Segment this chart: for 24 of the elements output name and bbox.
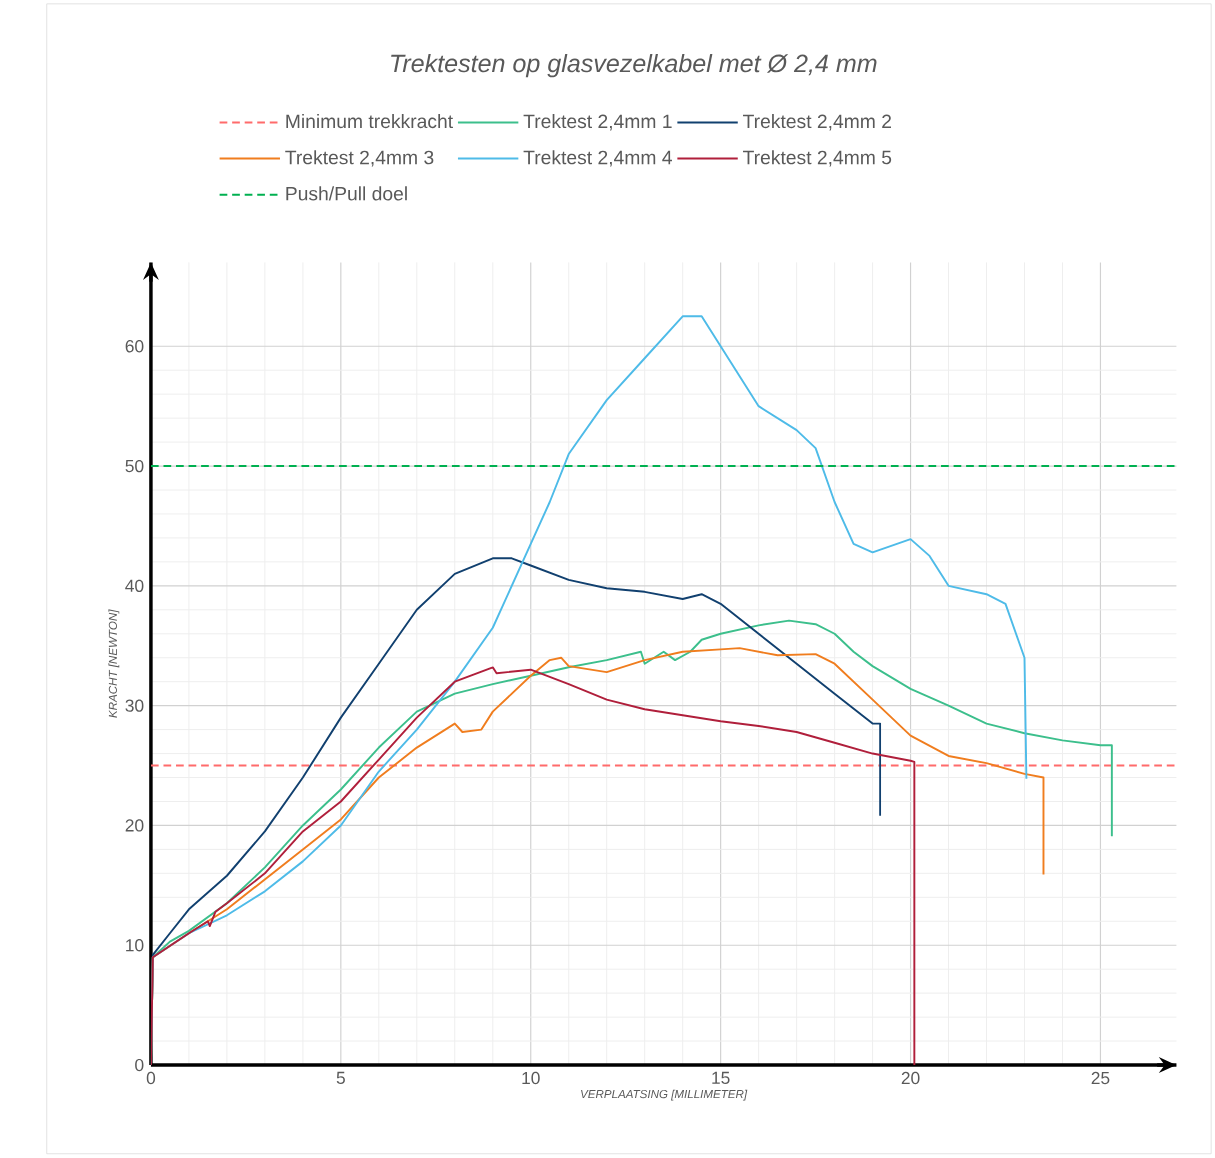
y-tick-label: 30 [125, 699, 144, 712]
x-tick-label: 25 [1091, 1072, 1110, 1085]
x-tick-label: 10 [522, 1072, 540, 1085]
y-tick-label: 50 [125, 460, 144, 473]
legend-label: Push/Pull doel [286, 186, 407, 201]
legend-label: Trektest 2,4mm 1 [523, 114, 672, 131]
legend-label: Minimum trekkracht [286, 114, 453, 129]
x-axis-title: VERPLAATSING [MILLIMETER] [581, 1089, 748, 1101]
x-tick-label: 15 [712, 1072, 730, 1085]
y-tick-label: 40 [125, 579, 144, 593]
x-tick-label: 20 [901, 1072, 920, 1085]
line-series [150, 666, 916, 1066]
legend-label: Trektest 2,4mm 3 [285, 150, 434, 167]
y-tick-label: 10 [126, 939, 144, 952]
x-tick-label: 5 [336, 1072, 345, 1085]
legend-label: Trektest 2,4mm 4 [523, 150, 672, 167]
chart-title: Trektesten op glasvezelkabel met Ø 2,4 mm [391, 54, 877, 78]
legend-label: Trektest 2,4mm 2 [743, 114, 891, 131]
x-tick-label: 0 [146, 1072, 156, 1085]
y-axis-title: KRACHT [NEWTON] [108, 609, 120, 718]
y-tick-label: 0 [135, 1059, 144, 1072]
y-tick-label: 60 [125, 340, 144, 353]
y-tick-label: 20 [125, 819, 144, 832]
legend-label: Trektest 2,4mm 5 [743, 150, 892, 167]
